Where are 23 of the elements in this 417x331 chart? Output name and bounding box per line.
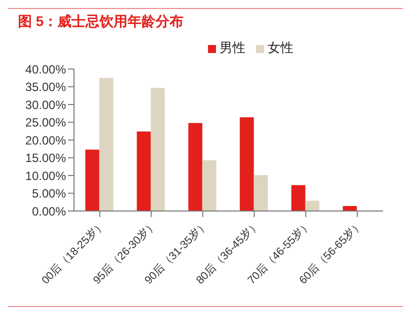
- y-tick-label: 10.00%: [25, 168, 66, 183]
- chart-title: 图 5：威士忌饮用年龄分布: [17, 12, 185, 31]
- bar: [254, 175, 268, 211]
- y-tick-label: 30.00%: [25, 98, 66, 112]
- y-tick-label: 20.00%: [25, 133, 66, 148]
- y-tick-label: 5.00%: [32, 186, 66, 201]
- bar: [291, 185, 306, 211]
- y-tick-label: 40.00%: [25, 62, 66, 76]
- legend-label: 男性: [220, 40, 246, 55]
- legend-label: 女性: [268, 40, 294, 55]
- bar: [202, 160, 216, 211]
- bar: [305, 200, 320, 211]
- bar: [150, 88, 165, 211]
- bar: [85, 150, 100, 211]
- bar: [342, 206, 357, 211]
- y-tick-label: 25.00%: [25, 116, 66, 130]
- bar: [188, 122, 202, 211]
- y-tick-label: 0.00%: [32, 204, 66, 218]
- bar: [240, 117, 254, 211]
- bar: [136, 131, 151, 211]
- y-tick-label: 15.00%: [25, 151, 66, 166]
- y-tick-label: 35.00%: [25, 80, 66, 94]
- bar: [99, 78, 114, 211]
